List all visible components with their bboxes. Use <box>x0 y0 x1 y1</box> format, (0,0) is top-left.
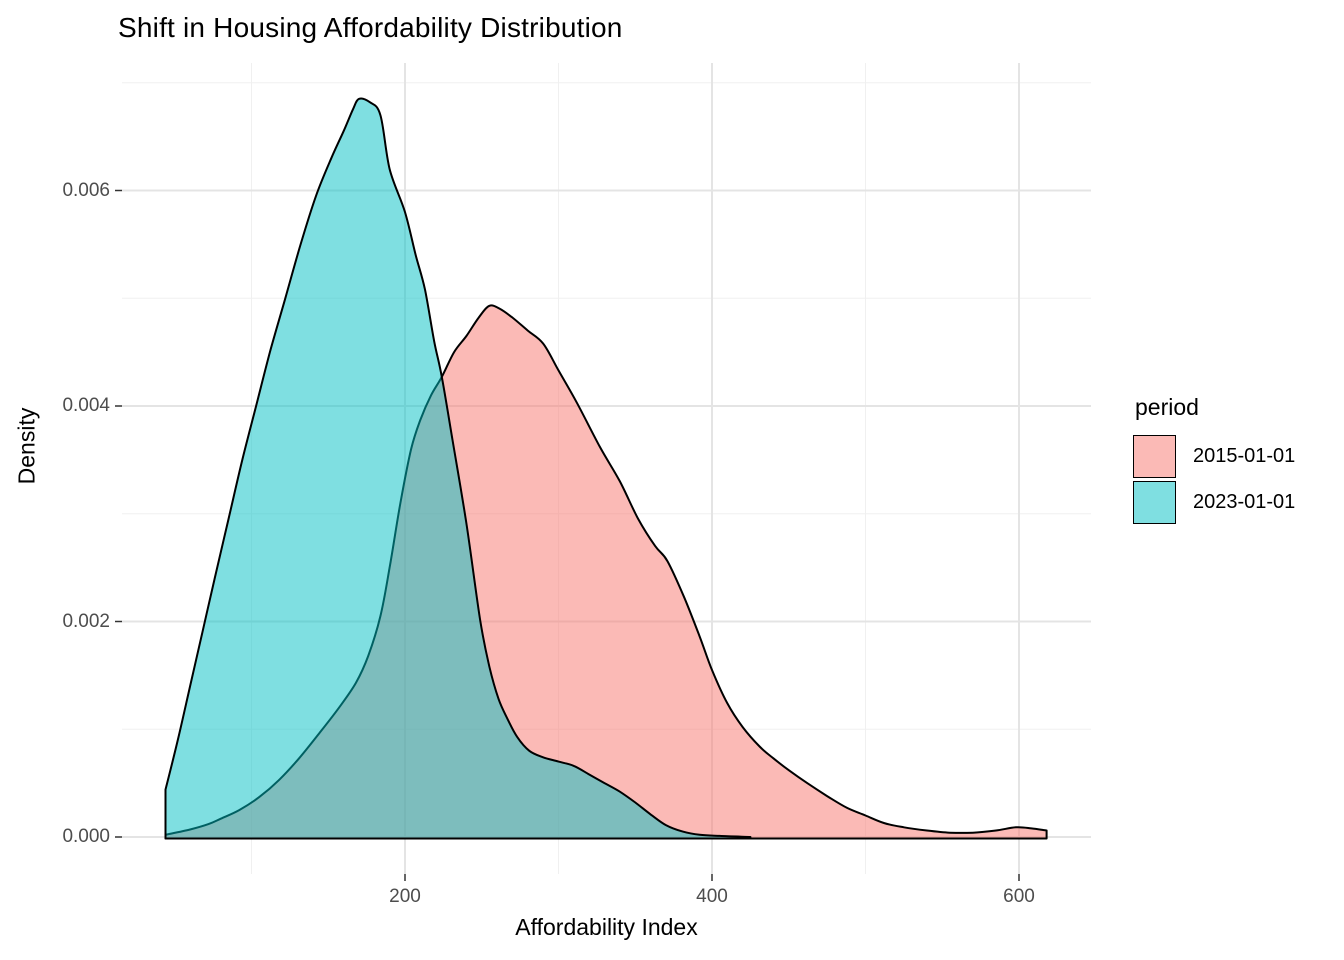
legend: period 2015-01-01 2023-01-01 <box>1133 394 1295 527</box>
y-tick-label: 0.002 <box>62 610 110 632</box>
x-tick-label: 600 <box>1003 886 1035 907</box>
legend-items: 2015-01-01 2023-01-01 <box>1133 435 1295 524</box>
density-area-2023-01-01 <box>164 97 752 840</box>
y-tick-label: 0.006 <box>62 179 110 201</box>
x-axis-title: Affordability Index <box>515 914 698 940</box>
legend-entry: 2023-01-01 <box>1133 481 1295 524</box>
legend-title: period <box>1135 394 1199 420</box>
chart-title: Shift in Housing Affordability Distribut… <box>118 12 623 43</box>
legend-entry-label: 2015-01-01 <box>1193 445 1296 467</box>
x-tick-label: 200 <box>389 886 421 907</box>
y-tick-label: 0.000 <box>62 826 110 847</box>
y-axis-title: Density <box>13 407 40 485</box>
y-tick-label: 0.004 <box>62 395 110 416</box>
legend-entry: 2015-01-01 <box>1133 435 1295 478</box>
legend-swatch-icon <box>1133 481 1176 524</box>
x-tick-label: 400 <box>696 886 728 907</box>
legend-swatch-icon <box>1133 435 1176 478</box>
legend-entry-label: 2023-01-01 <box>1193 491 1296 513</box>
